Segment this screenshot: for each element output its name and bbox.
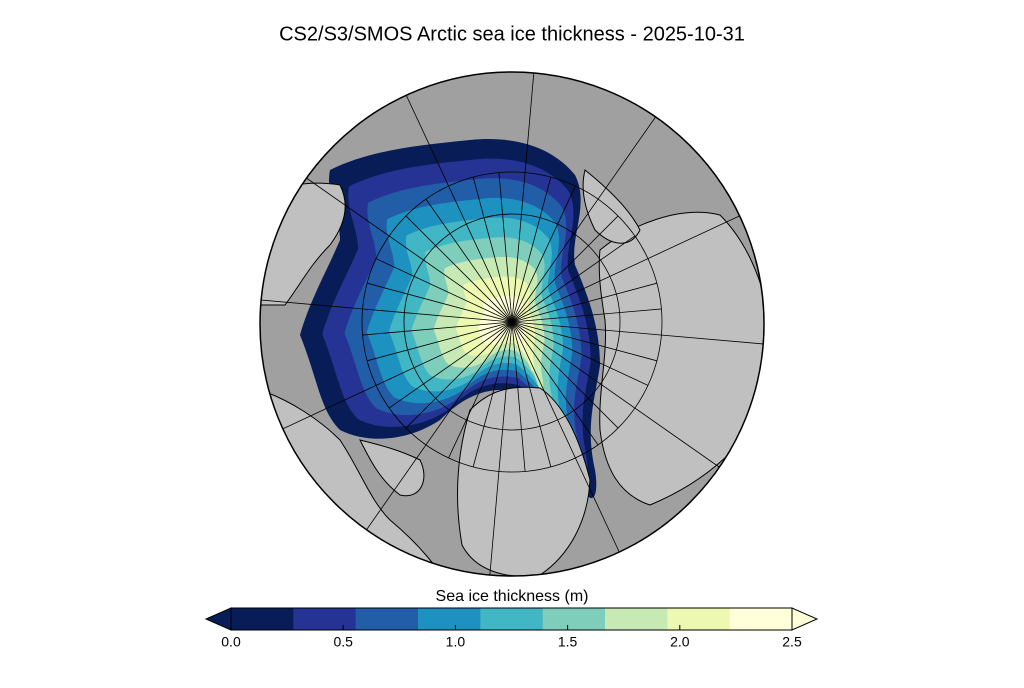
colorbar-tick-label: 2.5 [782,634,802,650]
meridian [298,172,513,323]
meridian [367,321,513,362]
meridian [511,321,552,467]
meridian [511,321,657,362]
meridian [448,321,513,459]
meridian [425,198,513,323]
meridian [511,177,552,323]
title: CS2/S3/SMOS Arctic sea ice thickness - 2… [279,23,745,45]
meridian [511,321,726,472]
meridian [367,282,513,323]
colorbar-tick-label: 1.5 [558,634,578,650]
colorbar-label: Sea ice thickness (m) [436,588,589,605]
meridian [362,321,513,536]
meridian [405,321,513,429]
meridian [498,172,513,323]
colorbar-segment [729,608,793,630]
colorbar-segment [542,608,606,630]
meridian [362,321,513,336]
meridian [511,211,748,323]
meridian [488,321,513,576]
colorbar-tick-label: 1.0 [446,634,466,650]
meridian [260,298,513,323]
colorbar-tick-label: 0.5 [333,634,353,650]
meridian [472,321,513,467]
colorbar-tick-label: 0.0 [221,634,241,650]
colorbar-segment [231,608,294,630]
meridian [511,235,636,323]
meridian [511,185,576,323]
meridian [511,108,662,323]
colorbar-frame [230,607,793,631]
meridian [511,321,649,386]
colorbar: 0.0 0.5 1.0 1.5 2.0 2.5 [204,607,819,650]
meridian [511,282,657,323]
meridian [511,72,536,323]
colorbar-segment [355,608,419,630]
meridian [401,86,513,323]
colorbar-segment [293,608,357,630]
meridian [511,308,662,323]
colorbar-over [791,607,819,631]
map-border [259,71,765,577]
colorbar-under [204,607,232,631]
meridian [511,321,764,346]
meridian [276,321,513,433]
meridian [511,215,619,323]
meridian [375,258,513,323]
meridian [388,321,513,409]
colorbar-tick-label: 2.0 [670,634,690,650]
meridian [511,321,619,429]
graticule [260,72,764,576]
colorbar-segment [605,608,668,630]
meridian [511,321,526,472]
colorbar-segment [480,608,544,630]
meridian [511,321,623,558]
colorbar-segment [667,608,731,630]
colorbar-segment [418,608,481,630]
meridian [472,177,513,323]
meridian [405,215,513,323]
meridian [511,321,599,446]
map [260,72,764,576]
